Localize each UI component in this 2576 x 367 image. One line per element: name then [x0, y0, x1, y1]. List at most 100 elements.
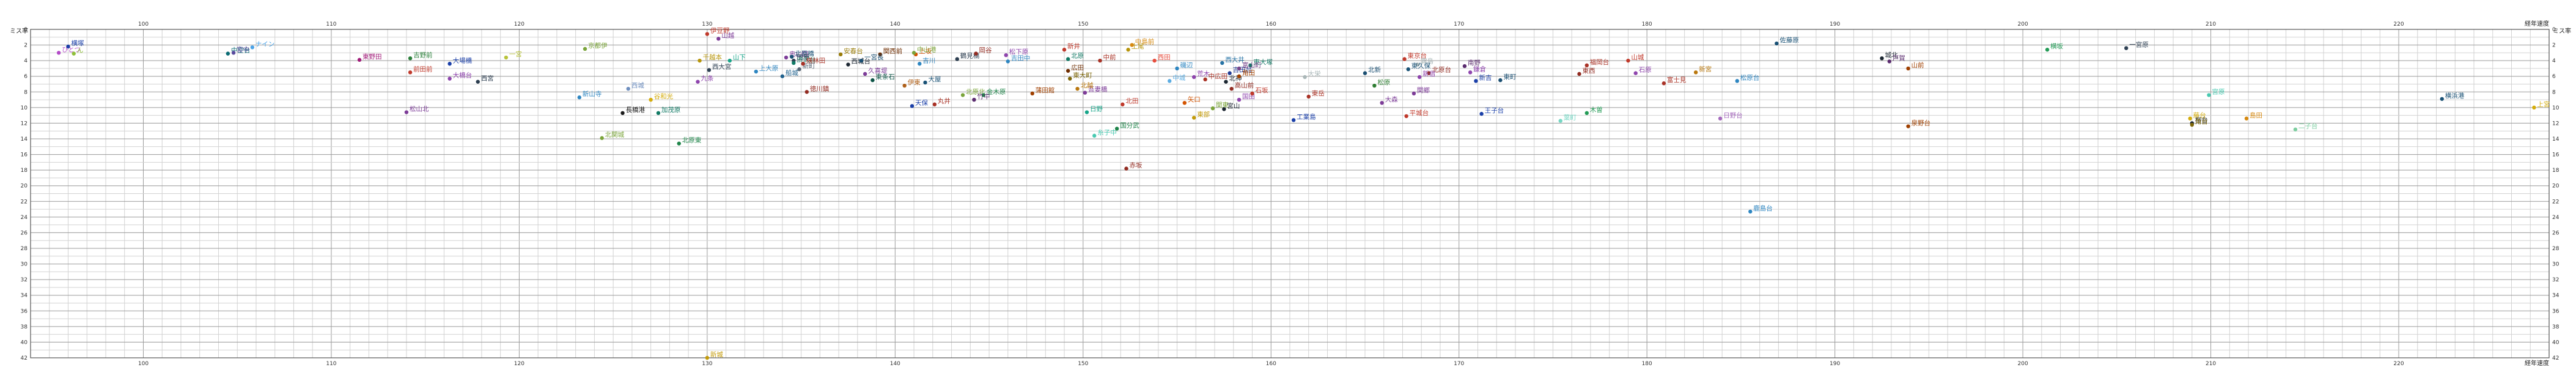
point-label: 伊東: [908, 78, 921, 86]
point-label: 千越本: [703, 53, 723, 61]
point-label: 東大塚: [1253, 58, 1273, 66]
point-label: 矢口: [1188, 95, 1201, 103]
point-marker: [1068, 76, 1072, 81]
point-marker: [1075, 86, 1080, 91]
point-marker: [780, 74, 785, 78]
point-label: 東久保: [1411, 62, 1431, 70]
point-label: 大橋台: [453, 72, 473, 80]
point-label: ん: [77, 47, 84, 54]
x-tick-label-bottom: 190: [1830, 361, 1840, 367]
x-axis-title-bottom: 経年速度: [2525, 359, 2549, 367]
point-label: 上大原: [759, 64, 779, 72]
point-label: 吾妻橋: [1088, 86, 1108, 94]
data-point: 北原東: [677, 136, 702, 146]
point-marker: [1291, 118, 1296, 122]
point-marker: [1693, 70, 1698, 75]
data-point: 東岳: [1306, 89, 1325, 99]
point-label: 日野台: [1723, 111, 1743, 119]
point-marker: [1092, 133, 1097, 138]
point-marker: [1906, 124, 1910, 128]
data-point: 安春台: [838, 47, 863, 57]
data-point: 吉川: [918, 57, 935, 66]
point-marker: [577, 95, 581, 100]
point-label: 宮山: [1227, 102, 1240, 109]
y-tick-label-right: 22: [2552, 199, 2559, 205]
point-marker: [1084, 110, 1089, 114]
data-point: 北越: [1075, 81, 1094, 91]
point-marker: [1006, 59, 1010, 64]
point-marker: [972, 97, 976, 102]
point-label: 東部: [1197, 110, 1210, 118]
point-label: 泉野台: [1912, 119, 1931, 127]
point-marker: [2293, 127, 2298, 132]
point-marker: [408, 70, 413, 75]
point-marker: [696, 80, 700, 84]
y-tick-label-right: 8: [2552, 89, 2556, 95]
data-point: 上大原: [754, 64, 779, 74]
point-marker: [1417, 75, 1422, 80]
data-point: 西城: [626, 82, 644, 91]
data-point: 前田前: [408, 65, 433, 75]
data-point: 荒木: [1191, 70, 1210, 80]
y-tick-label-left: 2: [24, 43, 28, 49]
y-tick-label-left: 16: [21, 152, 28, 158]
point-label: 谷和光: [654, 92, 674, 100]
point-marker: [792, 61, 796, 65]
point-label: 宮原: [2212, 87, 2225, 95]
data-point: 城北: [1880, 51, 1898, 61]
point-marker: [754, 69, 759, 74]
point-marker: [846, 62, 850, 67]
data-point: 上坂: [913, 48, 932, 57]
point-label: 京都伊: [588, 42, 608, 50]
data-point: 東京台: [1402, 52, 1427, 61]
point-marker: [583, 46, 587, 51]
point-marker: [250, 45, 255, 50]
point-label: 伊豆野: [710, 28, 730, 35]
point-marker: [2440, 97, 2444, 101]
y-tick-label-left: 18: [21, 168, 28, 174]
point-marker: [649, 97, 653, 102]
point-label: 戸賀: [1893, 54, 1905, 62]
data-point: 上尾: [1126, 43, 1144, 52]
point-label: 鹿島台: [1753, 204, 1773, 212]
data-point: 大屋: [923, 75, 941, 85]
data-point: ひとつ: [56, 46, 81, 55]
y-tick-label-right: 36: [2552, 308, 2559, 314]
point-marker: [2124, 46, 2129, 50]
data-point: 蒲田館: [1030, 86, 1054, 96]
point-label: 松原: [1377, 78, 1390, 86]
y-tick-label-right: 28: [2552, 246, 2559, 252]
point-label: 西大宮: [712, 62, 732, 70]
point-marker: [1363, 71, 1367, 75]
point-marker: [1250, 91, 1254, 96]
point-label: 島田: [2250, 111, 2262, 119]
y-tick-label-left: 4: [24, 58, 28, 64]
point-label: 赤坂: [1130, 162, 1143, 169]
x-tick-label-bottom: 140: [890, 361, 900, 367]
y-tick-label-left: 20: [21, 184, 28, 190]
data-point: 藤台: [2188, 111, 2206, 120]
data-point: ナイン: [250, 40, 274, 50]
point-label: 大森: [1385, 95, 1399, 103]
point-label: 岡谷: [979, 47, 993, 54]
point-marker: [1065, 57, 1070, 61]
data-point: 大場橋: [447, 56, 473, 66]
point-marker: [1222, 107, 1226, 111]
point-marker: [56, 51, 61, 55]
data-point: 東条石: [870, 73, 895, 83]
point-label: 日野: [1090, 106, 1103, 113]
y-axis-title-right: ミス率: [2553, 27, 2571, 35]
data-point: 大橋台: [447, 72, 472, 81]
data-point: 伊豆野: [705, 28, 730, 36]
data-point: 久喜堤: [863, 67, 888, 76]
axis-ticks: 1001001101101201201301301401401501501601…: [21, 21, 2559, 367]
x-tick-label-top: 180: [1642, 21, 1652, 28]
point-marker: [447, 76, 452, 81]
point-label: 北原東: [682, 136, 702, 144]
point-label: 霧島: [1421, 57, 1433, 65]
point-label: 安春台: [844, 47, 863, 55]
data-point: 吉野前: [408, 51, 433, 61]
point-label: 東野田: [362, 53, 382, 61]
y-tick-label-right: 24: [2552, 215, 2559, 221]
